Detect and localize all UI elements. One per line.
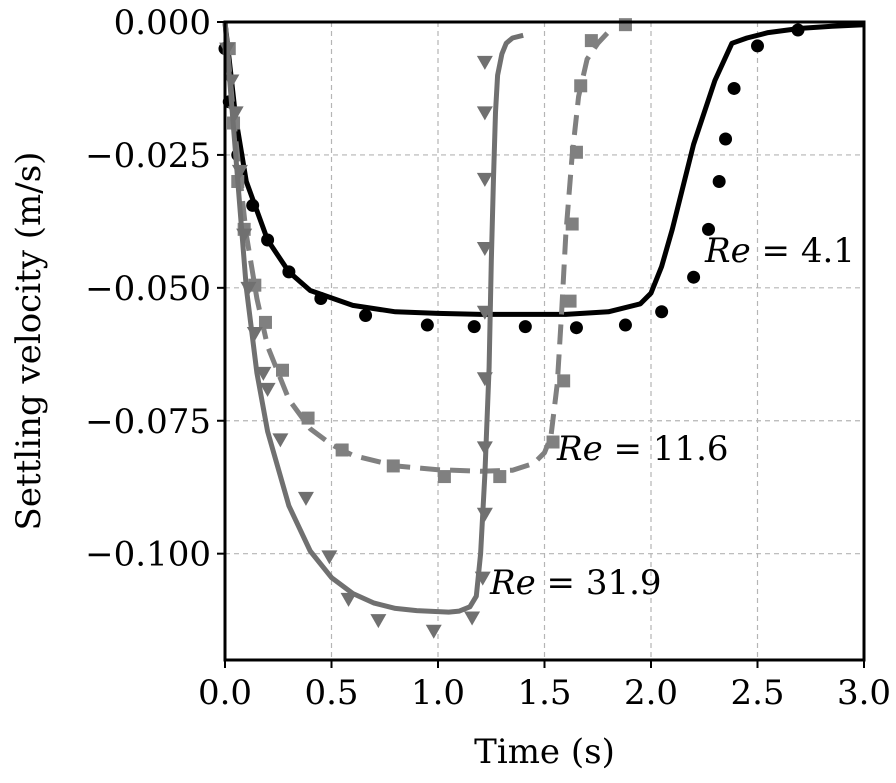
y-axis-title: Settling velocity (m/s)	[9, 152, 49, 531]
data-point	[727, 81, 741, 95]
series-1	[222, 18, 632, 484]
data-point	[687, 270, 701, 284]
data-point	[518, 320, 532, 334]
data-point	[464, 611, 481, 626]
data-point	[420, 318, 434, 332]
data-point	[467, 320, 481, 334]
data-point	[557, 374, 571, 388]
y-tick-label: −0.100	[85, 535, 211, 575]
x-tick-label: 0.0	[198, 673, 252, 713]
data-point	[476, 106, 493, 121]
data-point	[618, 18, 632, 32]
x-tick-label: 3.0	[837, 673, 891, 713]
data-point	[569, 321, 583, 335]
series-line	[222, 21, 865, 317]
data-point	[276, 363, 290, 377]
data-point	[359, 308, 373, 322]
data-point	[493, 470, 507, 484]
series-label: Re = 11.6	[556, 429, 729, 469]
data-point	[476, 172, 493, 187]
grid	[225, 22, 864, 660]
x-axis-title: Time (s)	[474, 732, 615, 772]
data-point	[272, 433, 289, 448]
data-point	[563, 294, 577, 308]
series-2	[219, 21, 524, 639]
data-point	[702, 222, 716, 236]
data-point	[476, 241, 493, 256]
data-point	[719, 132, 733, 146]
data-point	[301, 411, 315, 425]
x-tick-label: 1.5	[517, 673, 571, 713]
series-0	[218, 21, 865, 335]
series-label: Re = 4.1	[704, 231, 855, 271]
y-tick-label: −0.050	[85, 269, 211, 309]
data-point	[259, 382, 276, 397]
data-point	[255, 366, 272, 381]
data-point	[340, 592, 357, 607]
data-point	[437, 470, 451, 484]
data-point	[476, 55, 493, 70]
x-tick-label: 2.0	[624, 673, 678, 713]
y-tick-label: −0.075	[85, 402, 211, 442]
ticks: 0.0 0.5 1.0 1.5 2.0 2.5 3.0 0.000 −0.025 −0.050 −0…	[85, 3, 891, 713]
data-point	[618, 318, 632, 332]
y-tick-label: 0.000	[114, 3, 211, 43]
series-line	[222, 21, 524, 615]
series-label: Re = 31.9	[489, 563, 662, 603]
data-point	[655, 305, 669, 319]
data-point	[297, 491, 314, 506]
data-point	[425, 624, 442, 639]
data-point	[321, 550, 338, 565]
series-layer	[218, 18, 865, 639]
series-line	[222, 21, 615, 474]
data-point	[751, 39, 764, 53]
y-tick-label: −0.025	[85, 136, 211, 176]
x-tick-label: 2.5	[730, 673, 784, 713]
series-labels: Re = 4.1 Re = 11.6 Re = 31.9	[489, 231, 855, 603]
x-tick-label: 0.5	[304, 673, 358, 713]
data-point	[712, 175, 726, 188]
x-tick-label: 1.0	[411, 673, 465, 713]
data-point	[370, 614, 387, 629]
